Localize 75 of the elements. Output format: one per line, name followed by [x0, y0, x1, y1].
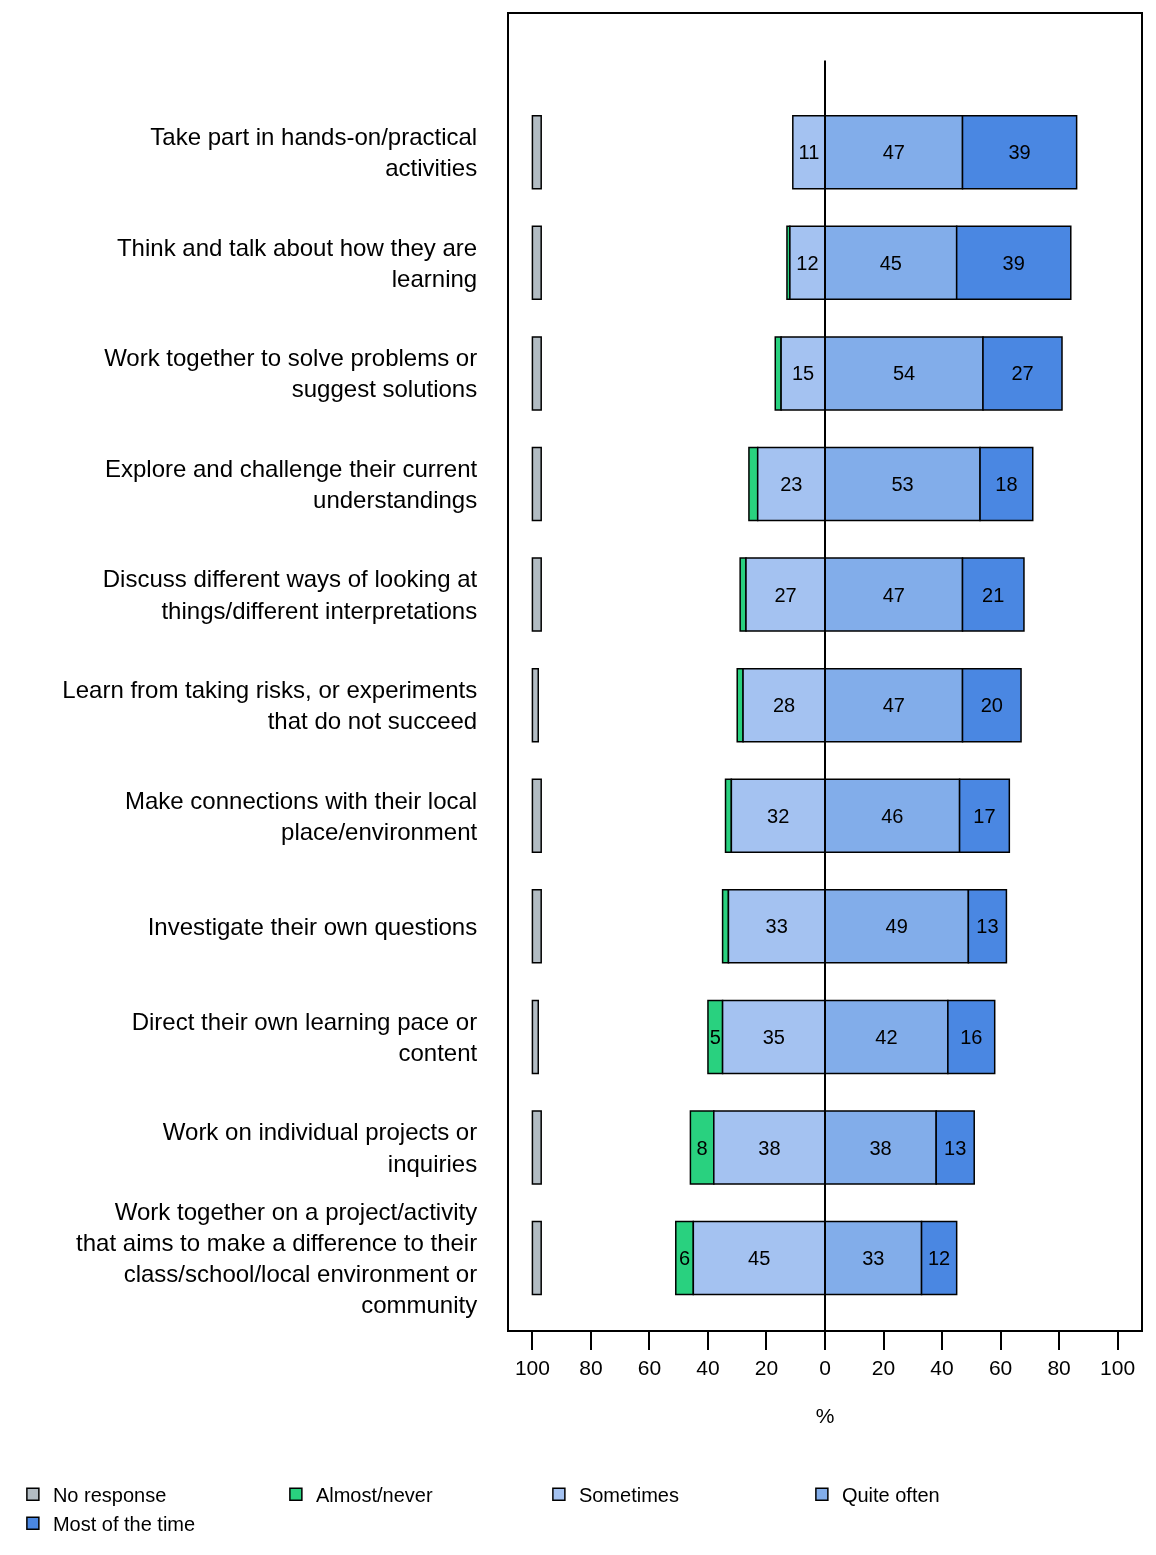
y-tick-label: Work together on a project/activity that aims to make a difference to their class/school/local environment or community	[76, 1197, 478, 1319]
data-label: 39	[1008, 141, 1031, 164]
bar	[531, 336, 542, 411]
x-tick-label: 80	[579, 1356, 603, 1380]
data-label: 21	[982, 583, 1005, 606]
data-label: 33	[862, 1247, 885, 1270]
bar	[531, 225, 542, 301]
data-label: 23	[780, 473, 803, 495]
data-label: 11	[798, 141, 820, 164]
data-label: 5	[709, 1025, 721, 1048]
bar	[531, 1220, 542, 1296]
y-tick-label: Learn from taking risks, or experiments that do not succeed	[62, 675, 478, 735]
data-label: 45	[879, 251, 902, 274]
data-label: 18	[995, 473, 1018, 495]
y-tick-label: Take part in hands-on/practical activities	[150, 123, 478, 182]
data-label: 13	[944, 1136, 967, 1159]
x-tick-label: 40	[696, 1356, 720, 1380]
y-tick-label: Make connections with their local place/environment	[125, 786, 478, 845]
bar	[531, 889, 542, 964]
bar	[531, 999, 540, 1075]
y-tick-label: Think and talk about how they are learning	[116, 233, 478, 292]
data-label: 12	[796, 251, 819, 274]
x-tick-label: 0	[819, 1356, 831, 1380]
data-label: 17	[973, 804, 996, 827]
x-axis-title: %	[815, 1403, 835, 1427]
y-tick-label: Work on individual projects or inquiries	[162, 1118, 478, 1177]
data-label: 8	[696, 1136, 708, 1159]
bar	[531, 667, 540, 743]
data-label: 33	[765, 915, 788, 938]
data-label: 20	[980, 694, 1003, 717]
data-label: 15	[791, 362, 815, 385]
data-label: 12	[927, 1247, 951, 1270]
y-tick-label: Discuss different ways of looking at things/different interpretations	[102, 565, 478, 624]
x-tick-label: 40	[930, 1356, 954, 1380]
bar	[531, 778, 542, 854]
data-label: 35	[762, 1025, 785, 1048]
data-label: 54	[892, 362, 916, 385]
x-tick-label: 20	[754, 1356, 779, 1380]
legend-label: Almost/never	[315, 1484, 433, 1507]
data-label: 53	[891, 473, 914, 495]
data-label: 32	[767, 804, 790, 827]
y-tick-label: Work together to solve problems or suggest solutions	[104, 344, 478, 403]
x-tick-label: 100	[514, 1356, 550, 1380]
data-label: 38	[869, 1136, 892, 1159]
data-label: 46	[881, 804, 904, 827]
data-label: 45	[748, 1247, 771, 1270]
data-label: 16	[960, 1025, 983, 1048]
x-tick-label: 60	[988, 1356, 1013, 1380]
data-label: 47	[882, 141, 905, 164]
data-label: 27	[1011, 362, 1034, 385]
data-label: 38	[758, 1136, 781, 1159]
data-label: 28	[772, 694, 796, 717]
data-label: 47	[882, 694, 905, 717]
data-label: 49	[885, 915, 908, 938]
x-tick-label: 80	[1047, 1356, 1071, 1380]
legend-label: Most of the time	[52, 1513, 196, 1536]
legend-label: No response	[52, 1484, 167, 1507]
data-label: 13	[976, 915, 999, 938]
bar	[531, 1110, 542, 1185]
data-label: 39	[1002, 251, 1025, 274]
y-tick-label: Explore and challenge their current understandings	[104, 454, 478, 513]
data-label: 27	[774, 583, 797, 606]
legend-label: Sometimes	[578, 1484, 679, 1507]
x-tick-label: 100	[1100, 1356, 1136, 1380]
legend-label: Quite often	[841, 1484, 940, 1507]
x-tick-label: 60	[637, 1356, 662, 1380]
bar	[531, 114, 542, 190]
bar	[531, 446, 542, 522]
y-tick-label: Direct their own learning pace or content	[131, 1007, 478, 1066]
bar	[531, 557, 542, 632]
data-label: 42	[875, 1025, 898, 1048]
data-label: 47	[882, 583, 905, 606]
y-tick-label: Investigate their own questions	[147, 912, 478, 940]
data-label: 6	[678, 1247, 691, 1270]
x-tick-label: 20	[871, 1356, 896, 1380]
